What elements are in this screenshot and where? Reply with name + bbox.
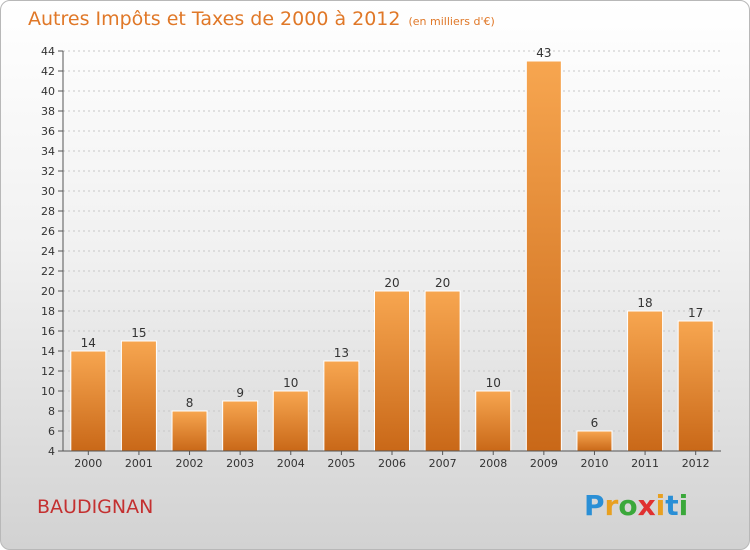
bar-value-label: 17: [688, 306, 703, 320]
y-tick-label: 34: [41, 145, 55, 158]
bar-value-label: 13: [334, 346, 349, 360]
logo-letter: t: [665, 489, 679, 522]
y-tick-label: 42: [41, 65, 55, 78]
bar-value-label: 20: [384, 276, 399, 290]
bar: [424, 290, 461, 452]
chart-title-text: Autres Impôts et Taxes de 2000 à 2012: [28, 8, 401, 30]
y-tick-label: 10: [41, 385, 55, 398]
logo-letter: r: [604, 489, 619, 522]
y-tick-label: 16: [41, 325, 55, 338]
bars: 14 15 8 9 10 13 20 20 10 43 6 18 17: [70, 46, 714, 452]
x-tick-label: 2008: [479, 457, 507, 470]
x-tick-label: 2002: [176, 457, 204, 470]
bar-value-label: 10: [486, 376, 501, 390]
y-tick-label: 24: [41, 245, 55, 258]
chart-subtitle: (en milliers d'€): [408, 15, 495, 28]
proxiti-logo: Proxiti: [584, 489, 688, 522]
x-tick-label: 2010: [580, 457, 608, 470]
logo-letter: P: [584, 489, 605, 522]
bar: [627, 310, 664, 452]
x-tick-label: 2000: [74, 457, 102, 470]
logo-letter: i: [678, 489, 689, 522]
x-tick-label: 2011: [631, 457, 659, 470]
chart-title: Autres Impôts et Taxes de 2000 à 2012 (en…: [28, 8, 495, 30]
bar-value-label: 10: [283, 376, 298, 390]
logo-letter: i: [655, 489, 666, 522]
y-tick-label: 32: [41, 165, 55, 178]
bar: [576, 430, 613, 452]
y-tick-label: 14: [41, 345, 55, 358]
y-tick-label: 6: [48, 425, 55, 438]
logo-letter: x: [637, 489, 656, 522]
bar: [120, 340, 157, 452]
y-tick-label: 22: [41, 265, 55, 278]
bar: [475, 390, 512, 452]
bar-value-label: 20: [435, 276, 450, 290]
y-tick-label: 18: [41, 305, 55, 318]
axes: 4 6 8 10 12 14 16 18 20 22 24 26 28 30 32 34 36 38 40 42 44 2…: [41, 45, 721, 470]
y-tick-label: 20: [41, 285, 55, 298]
bar-value-label: 18: [637, 296, 652, 310]
bar-value-label: 15: [131, 326, 146, 340]
bar-value-label: 8: [186, 396, 194, 410]
y-tick-label: 44: [41, 45, 55, 58]
x-tick-label: 2001: [125, 457, 153, 470]
location-name: BAUDIGNAN: [37, 496, 154, 518]
x-tick-label: 2003: [226, 457, 254, 470]
logo-letter: o: [618, 489, 638, 522]
x-tick-label: 2006: [378, 457, 406, 470]
y-tick-label: 4: [48, 445, 55, 458]
bar: [70, 350, 107, 452]
y-tick-label: 28: [41, 205, 55, 218]
bar-value-label: 43: [536, 46, 551, 60]
bar-value-label: 14: [81, 336, 96, 350]
bar: [374, 290, 410, 452]
bar-value-label: 6: [591, 416, 599, 430]
bar: [272, 390, 309, 452]
y-tick-label: 38: [41, 105, 55, 118]
bar: [323, 360, 360, 452]
y-tick-label: 12: [41, 365, 55, 378]
x-tick-label: 2005: [327, 457, 355, 470]
y-tick-label: 40: [41, 85, 55, 98]
y-tick-label: 36: [41, 125, 55, 138]
y-tick-label: 26: [41, 225, 55, 238]
x-tick-label: 2012: [682, 457, 710, 470]
x-tick-label: 2004: [277, 457, 305, 470]
y-tick-label: 30: [41, 185, 55, 198]
x-tick-label: 2009: [530, 457, 558, 470]
bar-value-label: 9: [236, 386, 244, 400]
x-tick-label: 2007: [429, 457, 457, 470]
bar: [171, 410, 208, 452]
bar: [677, 320, 714, 452]
bar: [525, 60, 562, 452]
y-tick-label: 8: [48, 405, 55, 418]
bar: [222, 400, 259, 452]
